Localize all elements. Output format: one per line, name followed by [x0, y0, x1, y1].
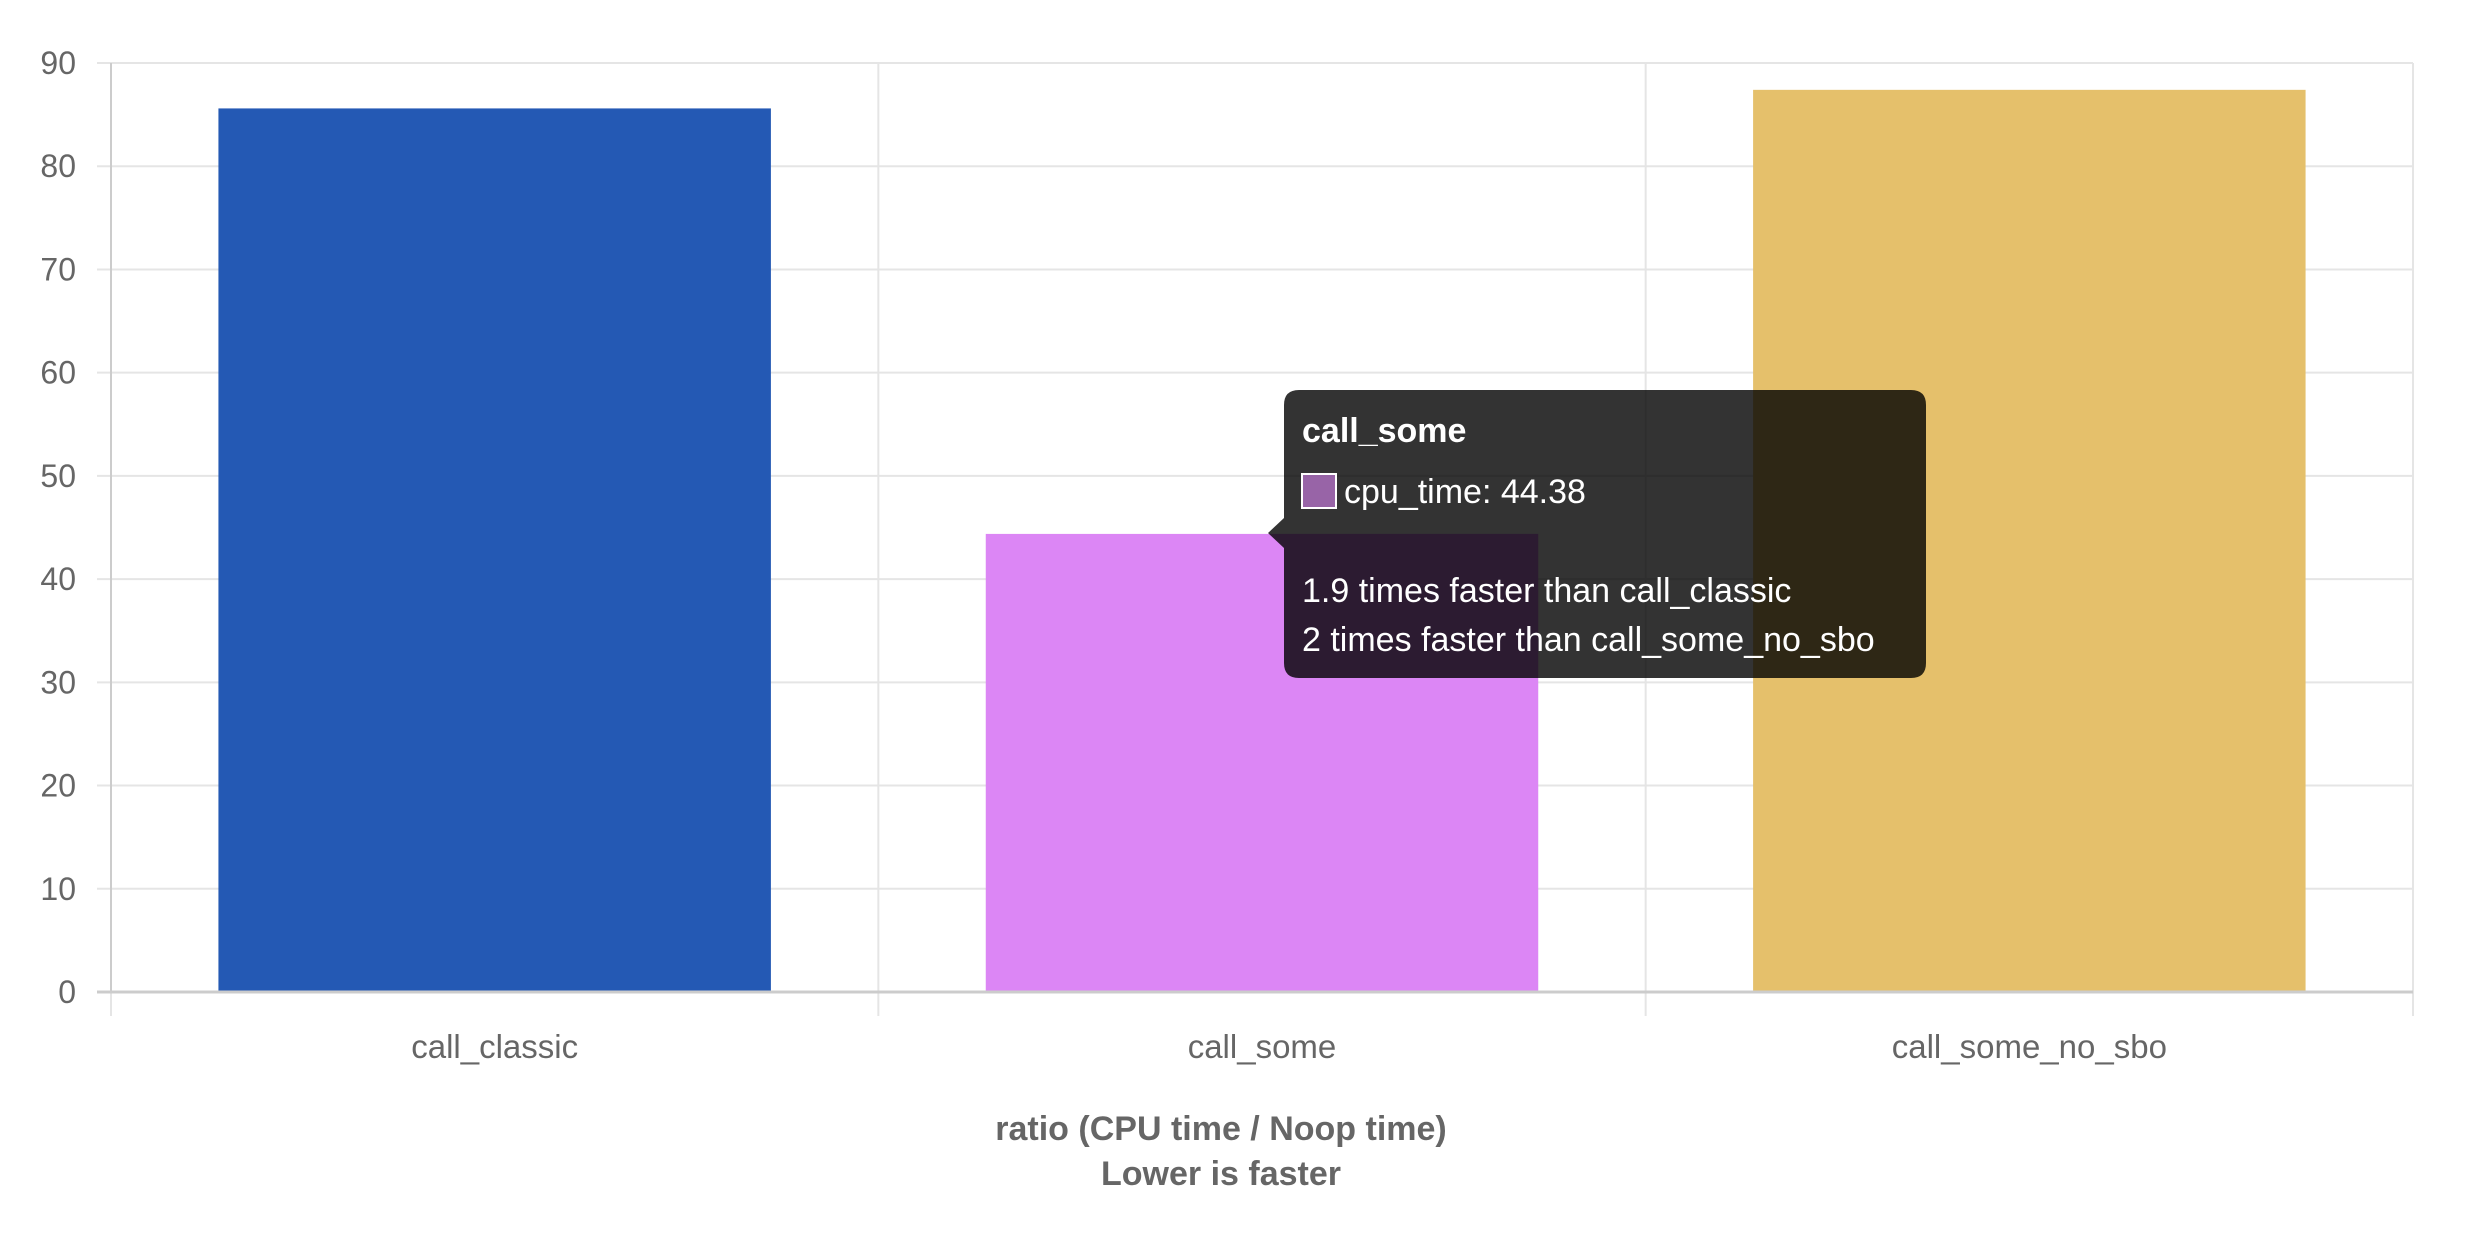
- y-tick-label-90: 90: [40, 45, 76, 81]
- tooltip-value: cpu_time: 44.38: [1344, 473, 1586, 511]
- x-axis-subtitle: Lower is faster: [1101, 1155, 1341, 1193]
- tooltip: call_some cpu_time: 44.38 1.9 times fast…: [1268, 390, 1926, 678]
- axis-layer: [97, 63, 2413, 994]
- y-tick-label-70: 70: [40, 251, 76, 287]
- y-tick-label-30: 30: [40, 664, 76, 700]
- tooltip-title: call_some: [1302, 412, 1466, 450]
- y-tick-label-60: 60: [40, 355, 76, 391]
- y-tick-label-20: 20: [40, 768, 76, 804]
- y-tick-label-50: 50: [40, 458, 76, 494]
- bars-layer: [218, 89, 2306, 993]
- bar-call_classic: [218, 108, 771, 992]
- tooltip-footer-line-2: 2 times faster than call_some_no_sbo: [1302, 621, 1875, 659]
- x-tick-label-call_some_no_sbo: call_some_no_sbo: [1892, 1028, 2167, 1065]
- x-tick-label-call_some: call_some: [1188, 1028, 1337, 1065]
- y-tick-label-0: 0: [58, 974, 76, 1010]
- tooltip-box: [1268, 390, 1926, 678]
- x-axis-title: ratio (CPU time / Noop time): [995, 1110, 1446, 1148]
- x-tick-label-call_classic: call_classic: [411, 1028, 578, 1065]
- y-tick-label-10: 10: [40, 871, 76, 907]
- tooltip-swatch: [1301, 473, 1337, 509]
- labels-layer: 0 10 20 30 40 50 60 70 80 90 call_classic call_some…: [40, 45, 2167, 1065]
- y-tick-label-40: 40: [40, 561, 76, 597]
- y-tick-label-80: 80: [40, 148, 76, 184]
- tooltip-footer-line-1: 1.9 times faster than call_classic: [1302, 572, 1791, 610]
